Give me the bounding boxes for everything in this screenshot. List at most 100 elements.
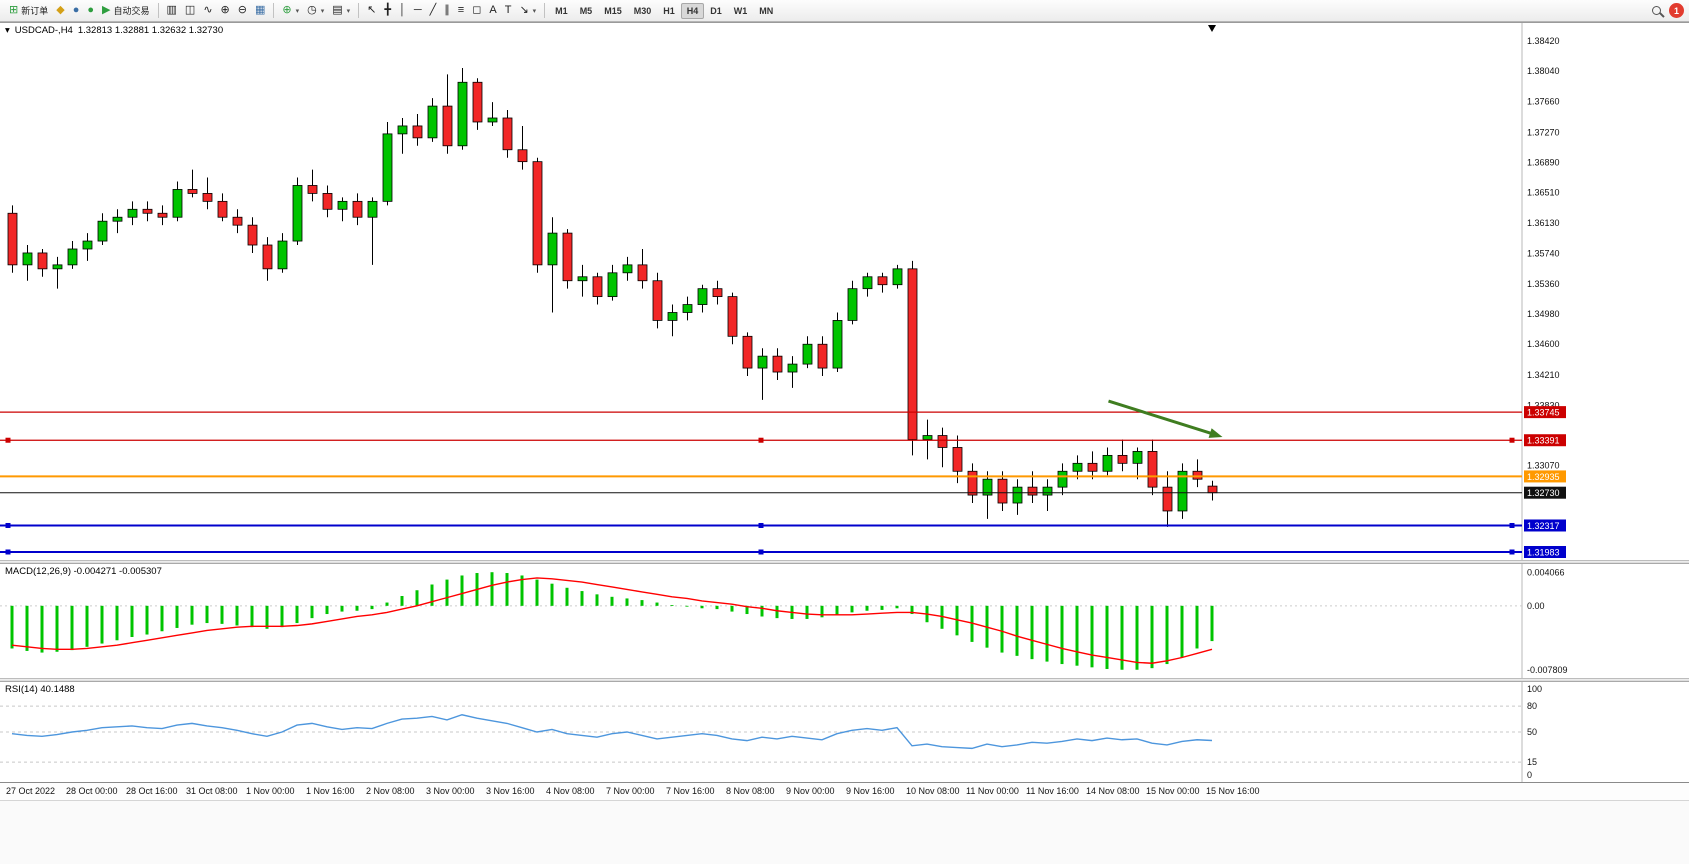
arrows-icon[interactable]: ↘ ▾ (515, 2, 540, 19)
price-label-box (1524, 406, 1566, 419)
candle-body (247, 224, 258, 246)
rsi-pane[interactable]: 100 80 50 15 0 RSI(14) 40.1488 (0, 682, 1689, 782)
candle-body (742, 335, 753, 369)
hline-1.33391[interactable]: 1.33391 (0, 434, 1566, 447)
new-order-button[interactable]: ⊞ 新订单 (5, 1, 52, 20)
time-axis[interactable]: 27 Oct 2022 28 Oct 00:00 28 Oct 16:00 31 Oc… (0, 782, 1689, 800)
pane-splitter[interactable] (0, 678, 1689, 682)
terminal-icon[interactable]: ● (83, 2, 98, 19)
templates-icon[interactable]: ▤ ▾ (328, 2, 354, 19)
candle-body (187, 189, 198, 194)
price-label-box (1524, 486, 1566, 499)
market-watch-icon[interactable]: ◆ (52, 2, 68, 19)
auto-trading-button[interactable]: ▶ 自动交易 (98, 1, 153, 20)
hline-1.32935[interactable]: 1.32935 (0, 470, 1566, 483)
candle-body (1132, 451, 1143, 464)
candle-body (22, 252, 33, 266)
zoom-in-icon[interactable]: ⊕ (217, 2, 234, 19)
search-icon[interactable] (1652, 6, 1661, 15)
candle-body (532, 161, 543, 266)
tf-m1-button[interactable]: M1 (555, 5, 568, 16)
crosshair-icon[interactable]: ╋ (380, 2, 395, 19)
trend-arrow[interactable] (1108, 399, 1214, 436)
candle-body (67, 248, 78, 266)
toolbar-separator (358, 3, 360, 18)
tf-m30-button[interactable]: M30 (633, 5, 652, 16)
channel-icon[interactable]: ∥ (440, 2, 454, 19)
time-label: 1 Nov 00:00 (246, 786, 295, 796)
candle-body (307, 185, 318, 194)
macd-label: MACD(12,26,9) -0.004271 -0.005307 (5, 566, 162, 577)
rsi-axis-tick: 0 (1527, 770, 1532, 780)
toolbar-separator (157, 3, 159, 18)
tf-mn-button[interactable]: MN (759, 5, 774, 16)
main-chart-svg[interactable]: 1.38420 1.38040 1.37660 1.37270 1.36890 1.365… (0, 23, 1689, 560)
pane-splitter[interactable] (0, 560, 1689, 564)
candle-body (952, 447, 963, 472)
candle-body (832, 320, 843, 369)
trendline-icon[interactable]: ╱ (426, 2, 441, 19)
line-handle (1509, 522, 1515, 528)
notification-badge[interactable]: 1 (1669, 3, 1684, 18)
candle-body (352, 200, 363, 218)
macd-axis-tick: 0.004066 (1527, 567, 1565, 577)
bar-chart-icon[interactable]: ▥ (163, 2, 181, 19)
price-label-text: 1.33391 (1527, 436, 1560, 446)
text-label-icon[interactable]: T (501, 2, 516, 19)
grid-icon[interactable]: ▦ (251, 2, 269, 19)
vertical-line-icon[interactable]: │ (395, 2, 410, 19)
arrows-icon: ↘ (519, 4, 529, 16)
candle-body (1162, 486, 1173, 512)
candle-body (652, 280, 663, 321)
time-label: 1 Nov 16:00 (306, 786, 355, 796)
candlestick-chart-icon[interactable]: ◫ (181, 2, 199, 19)
time-label: 9 Nov 16:00 (846, 786, 895, 796)
ohlc-values: 1.32813 1.32881 1.32632 1.32730 (77, 25, 224, 36)
candle-body (82, 240, 93, 250)
tf-h1-button[interactable]: H1 (663, 5, 675, 16)
periods-icon[interactable]: ◷ ▾ (303, 2, 328, 19)
price-label-text: 1.33745 (1527, 408, 1560, 418)
candle-body (967, 470, 978, 496)
indicators-icon[interactable]: ⊕ ▾ (278, 2, 303, 19)
tf-w1-button[interactable]: W1 (733, 5, 748, 16)
candle-body (7, 212, 18, 266)
candle-body (217, 200, 228, 218)
price-label-box (1524, 434, 1566, 447)
hline-1.33745[interactable]: 1.33745 (0, 406, 1566, 419)
candle-body (1087, 462, 1098, 472)
text-icon[interactable]: A (485, 2, 500, 19)
horizontal-line-icon[interactable]: ─ (410, 2, 426, 19)
terminal-icon: ● (87, 4, 95, 16)
hline-1.32730[interactable]: 1.32730 (0, 486, 1566, 499)
candle-body (997, 478, 1008, 504)
candle-body (1117, 454, 1128, 464)
time-label: 7 Nov 16:00 (666, 786, 715, 796)
candle-body (502, 117, 513, 151)
tf-h4-button[interactable]: H4 (680, 2, 705, 19)
line-handle (758, 549, 764, 555)
tf-m5-button[interactable]: M5 (579, 5, 593, 16)
svg-text:1.33830: 1.33830 (1527, 400, 1560, 410)
line-handle (5, 522, 11, 528)
tf-m15-button[interactable]: M15 (604, 5, 622, 16)
hline-1.31983[interactable]: 1.31983 (0, 545, 1566, 558)
hline-1.32317[interactable]: 1.32317 (0, 519, 1566, 532)
tf-d1-button[interactable]: D1 (710, 5, 722, 16)
main-chart-pane[interactable]: 1.38420 1.38040 1.37660 1.37270 1.36890 1.365… (0, 23, 1689, 560)
macd-pane[interactable]: 0.004066 0.00 -0.007809 MACD(12,26,9) -0.0… (0, 564, 1689, 678)
price-axis[interactable]: 1.38420 1.38040 1.37660 1.37270 1.36890 1.365… (1527, 36, 1560, 471)
cursor-icon[interactable]: ↖ (363, 2, 380, 19)
shapes-icon[interactable]: ◻ (468, 2, 485, 19)
line-chart-icon[interactable]: ∿ (199, 2, 216, 19)
grid-icon: ▦ (254, 4, 266, 16)
collapse-icon[interactable]: ▾ (5, 25, 10, 36)
zoom-out-icon[interactable]: ⊖ (234, 2, 251, 19)
candle-body (112, 216, 123, 222)
fibonacci-icon[interactable]: ≡ (454, 2, 468, 19)
navigator-icon[interactable]: ● (69, 2, 84, 19)
macd-svg[interactable]: 0.004066 0.00 -0.007809 (0, 564, 1689, 678)
candle-body (1042, 486, 1053, 496)
candle-body (517, 149, 528, 163)
rsi-svg[interactable]: 100 80 50 15 0 (0, 682, 1689, 782)
